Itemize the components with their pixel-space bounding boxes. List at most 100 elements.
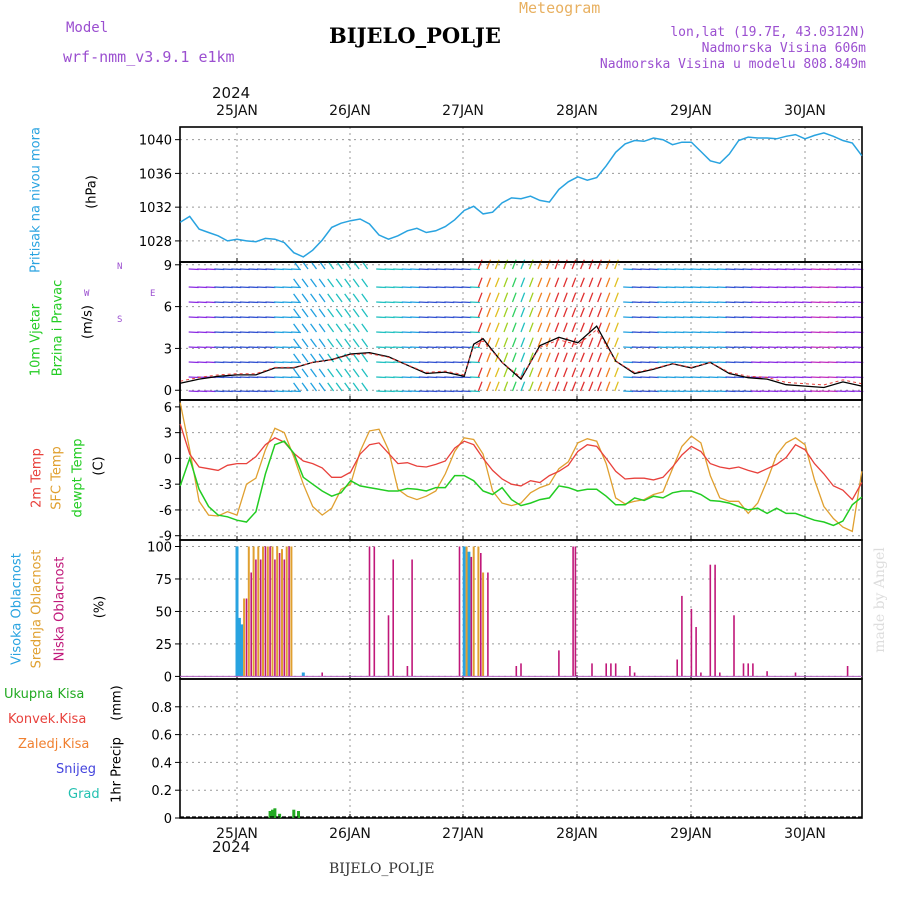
wind-frame-top bbox=[179, 261, 863, 401]
wind-arrow bbox=[477, 292, 483, 303]
wind-arrow bbox=[597, 322, 602, 333]
wind-arrow bbox=[725, 346, 736, 349]
wind-arrow bbox=[545, 352, 551, 363]
wind-arrow bbox=[265, 331, 276, 334]
pressure-line bbox=[179, 132, 863, 258]
wind-arrow bbox=[511, 292, 517, 303]
wind-arrow bbox=[776, 286, 787, 289]
cloud-bar-2 bbox=[690, 608, 693, 677]
wind-arrow bbox=[571, 367, 577, 378]
cloud-bar-2 bbox=[633, 672, 636, 677]
wind-arrow bbox=[579, 352, 585, 363]
wind-arrow bbox=[827, 390, 838, 393]
wind-arrow bbox=[785, 331, 796, 334]
wind-arrow bbox=[588, 277, 594, 288]
wind-arrow bbox=[785, 390, 796, 393]
wind-arrow bbox=[623, 268, 634, 271]
wind-arrow bbox=[631, 376, 642, 379]
wind-arrow bbox=[384, 346, 395, 349]
wind-arrow bbox=[393, 376, 404, 379]
wind-arrow bbox=[327, 323, 335, 333]
wind-arrow bbox=[554, 337, 560, 348]
wind-arrow bbox=[418, 346, 429, 349]
wind-arrow bbox=[588, 307, 594, 318]
ytick-label-4-3: 0.6 bbox=[151, 729, 172, 744]
wind-arrow bbox=[819, 316, 830, 319]
wind-arrow bbox=[361, 338, 369, 348]
wind-arrow bbox=[310, 353, 318, 363]
wind-arrow bbox=[486, 307, 492, 318]
wind-arrow bbox=[759, 268, 770, 271]
wind-arrow bbox=[562, 322, 568, 333]
wind-arrow bbox=[188, 331, 199, 334]
wind-arrow bbox=[301, 293, 309, 303]
cloud-bar-2 bbox=[269, 546, 271, 677]
wind-arrow bbox=[537, 337, 543, 348]
wind-arrow bbox=[665, 286, 676, 289]
wind-arrow bbox=[793, 301, 804, 304]
wind-arrow bbox=[248, 346, 259, 349]
wind-arrow bbox=[361, 308, 369, 318]
wind-arrow bbox=[699, 346, 710, 349]
wind-arrow bbox=[310, 338, 318, 348]
ytick-label-4-0: 0 bbox=[164, 812, 172, 827]
bottom-day-label-2: 27JAN bbox=[442, 826, 484, 842]
wind-arrow bbox=[393, 390, 404, 393]
wind-arrow bbox=[708, 286, 719, 289]
wind-arrow bbox=[571, 259, 577, 270]
wind-arrow bbox=[579, 322, 585, 333]
wind-arrow bbox=[503, 292, 509, 303]
wind-arrow bbox=[418, 376, 429, 379]
wind-arrow bbox=[293, 293, 301, 303]
wind-arrow bbox=[520, 277, 526, 288]
wind-arrow bbox=[435, 346, 446, 349]
wind-arrow bbox=[335, 368, 343, 378]
wind-arrow bbox=[265, 286, 276, 289]
wind-arrow bbox=[648, 268, 659, 271]
wind-arrow bbox=[239, 301, 250, 304]
ytick-label-4-1: 0.2 bbox=[151, 784, 172, 799]
compass-w: W bbox=[84, 289, 90, 299]
wind-arrow bbox=[725, 316, 736, 319]
wind-arrow bbox=[733, 346, 745, 349]
wind-arrow bbox=[469, 301, 480, 304]
wind-arrow bbox=[376, 286, 387, 289]
wind-arrow bbox=[282, 286, 293, 289]
wind-arrow bbox=[665, 268, 676, 271]
wind-arrow bbox=[401, 346, 412, 349]
wind-arrow bbox=[699, 316, 710, 319]
wind-arrow bbox=[768, 268, 779, 271]
wind-arrow bbox=[537, 352, 543, 363]
wind-arrow bbox=[418, 286, 429, 289]
wind-arrow bbox=[793, 331, 804, 334]
wind-arrow bbox=[605, 322, 611, 333]
wind-arrow bbox=[844, 286, 855, 289]
wind-arrow bbox=[827, 268, 838, 271]
wind-arrow bbox=[759, 346, 770, 349]
legend-total-rain: Ukupna Kisa bbox=[4, 687, 85, 702]
wind-arrow bbox=[827, 361, 838, 364]
wind-arrow bbox=[376, 301, 387, 304]
wind-arrow bbox=[545, 292, 551, 303]
wind-arrow bbox=[231, 390, 242, 393]
wind-arrow bbox=[290, 376, 301, 379]
wind-arrow bbox=[776, 331, 787, 334]
ytick-label-3-2: 50 bbox=[155, 605, 172, 620]
wind-arrow bbox=[477, 307, 483, 318]
wind-arrow bbox=[562, 381, 568, 392]
wind-arrow bbox=[819, 331, 830, 334]
wind-arrow bbox=[674, 316, 685, 319]
cloud-bar-2 bbox=[676, 659, 678, 677]
wind-arrow bbox=[477, 277, 483, 288]
wind-arrow bbox=[435, 316, 446, 319]
wind-arrow bbox=[188, 268, 199, 271]
cloud-bar-1 bbox=[247, 546, 250, 677]
wind-arrow bbox=[384, 361, 395, 364]
bottom-day-label-5: 30JAN bbox=[784, 826, 826, 842]
cloud-bar-2 bbox=[572, 546, 574, 677]
wind-arrow bbox=[376, 268, 387, 271]
ytick-label-2-3: 0 bbox=[164, 452, 172, 467]
ytick-label-3-4: 100 bbox=[147, 540, 172, 555]
wind-arrow bbox=[384, 301, 395, 304]
wind-gust-line bbox=[180, 328, 862, 386]
